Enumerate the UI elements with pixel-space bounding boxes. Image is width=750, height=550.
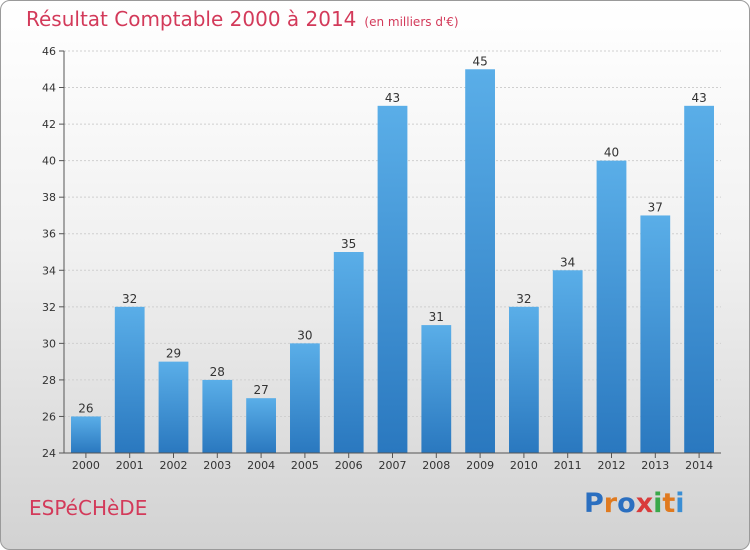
bar	[552, 270, 583, 453]
y-tick-label: 24	[42, 447, 56, 460]
bars: 26 32 29 28 27 30 35 43 31 45 32 34 40 37 43	[71, 54, 714, 454]
x-tick-label: 2011	[554, 459, 582, 472]
bar	[596, 160, 627, 454]
chart-subtitle: (en milliers d'€)	[364, 15, 459, 29]
commune-name: ESPéCHèDE	[29, 496, 148, 520]
bar	[202, 379, 233, 453]
bar-value-label: 37	[648, 200, 663, 214]
bar	[158, 361, 189, 453]
bar-value-label: 45	[472, 54, 487, 68]
y-tick-label: 28	[42, 374, 56, 387]
y-tick-label: 26	[42, 410, 56, 423]
bar-value-label: 34	[560, 255, 575, 269]
bar-value-label: 29	[166, 347, 181, 361]
bar	[114, 306, 145, 453]
axes: 24 26 28 30 32 34 36 38 40 42 44 46 2000 2001 2002 2003…	[42, 45, 721, 472]
x-tick-label: 2014	[685, 459, 713, 472]
bar	[290, 343, 320, 453]
y-tick-label: 30	[42, 337, 56, 350]
bar	[333, 252, 364, 453]
y-tick-label: 32	[42, 301, 56, 314]
logo-letter: r	[603, 488, 618, 519]
x-tick-label: 2000	[72, 459, 100, 472]
x-tick-label: 2010	[510, 459, 538, 472]
bar-value-label: 28	[210, 365, 225, 379]
bar	[509, 306, 539, 453]
logo-letter: P	[584, 488, 604, 519]
y-tick-label: 36	[42, 228, 56, 241]
bar	[246, 398, 276, 453]
x-tick-label: 2007	[379, 459, 407, 472]
x-tick-label: 2003	[203, 459, 231, 472]
logo-letter: t	[662, 488, 676, 519]
proxiti-logo: Proxiti	[584, 488, 685, 519]
bar-value-label: 40	[604, 146, 619, 160]
bar	[684, 105, 714, 454]
bar-value-label: 27	[253, 383, 268, 397]
bar-value-label: 43	[691, 91, 706, 105]
bar-value-label: 35	[341, 237, 356, 251]
logo-letter: i	[653, 488, 663, 519]
y-tick-label: 34	[42, 264, 56, 277]
x-tick-label: 2006	[335, 459, 363, 472]
bar-value-label: 32	[516, 292, 531, 306]
bar-value-label: 26	[78, 401, 93, 415]
y-tick-label: 44	[42, 82, 56, 95]
logo-letter: x	[635, 488, 654, 519]
y-tick-label: 46	[42, 45, 56, 58]
bar	[640, 215, 671, 453]
y-tick-label: 40	[42, 155, 56, 168]
x-tick-label: 2009	[466, 459, 494, 472]
bar-value-label: 32	[122, 292, 137, 306]
bar	[71, 416, 101, 453]
x-tick-label: 2001	[116, 459, 144, 472]
y-tick-label: 38	[42, 191, 56, 204]
x-tick-label: 2004	[247, 459, 275, 472]
bar-value-label: 43	[385, 91, 400, 105]
bar	[465, 69, 495, 453]
bar-value-label: 31	[429, 310, 444, 324]
y-tick-label: 42	[42, 118, 56, 131]
logo-letter: i	[675, 488, 685, 519]
x-tick-label: 2008	[422, 459, 450, 472]
bar-value-label: 30	[297, 328, 312, 342]
bar	[377, 105, 408, 454]
chart-title-text: Résultat Comptable 2000 à 2014	[26, 7, 357, 31]
x-tick-label: 2005	[291, 459, 319, 472]
x-tick-label: 2002	[160, 459, 188, 472]
chart-title: Résultat Comptable 2000 à 2014 (en millie…	[26, 7, 459, 31]
x-tick-label: 2012	[598, 459, 626, 472]
logo-letter: o	[617, 488, 636, 519]
x-tick-label: 2013	[641, 459, 669, 472]
bar	[421, 325, 452, 453]
